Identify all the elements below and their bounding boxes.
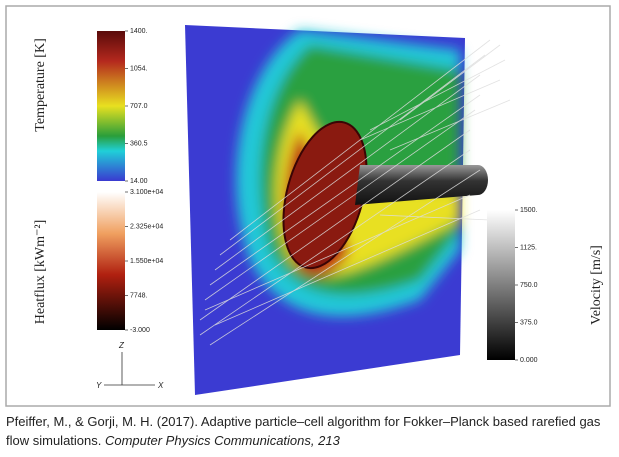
figure: Temperature [K] Heatflux [kWm⁻²] Velocit… — [5, 5, 611, 407]
simulation-view — [185, 25, 511, 395]
axis-label: Z — [118, 341, 125, 350]
colorbar-tick-label: 1125. — [520, 244, 537, 251]
colorbar-tick-label: 1400. — [130, 28, 148, 35]
colorbar-tick-label: 7748. — [130, 292, 148, 299]
caption-text: Pfeiffer, M., & Gorji, M. H. (2017). Ada… — [6, 414, 601, 448]
colorbar-tick-label: 1500. — [520, 207, 538, 214]
caption-journal: Computer Physics Communications, 213 — [104, 433, 340, 448]
axis-label: X — [157, 381, 164, 390]
velocity-colorbar — [487, 210, 515, 360]
axis-label: Y — [96, 381, 102, 390]
colorbar-label: Temperature [K] — [33, 38, 48, 131]
caption: Pfeiffer, M., & Gorji, M. H. (2017). Ada… — [6, 412, 606, 450]
heatflux-colorbar — [97, 192, 125, 330]
colorbar-label: Heatflux [kWm⁻²] — [33, 220, 48, 325]
colorbar-tick-label: 750.0 — [520, 282, 538, 289]
colorbar-tick-label: -3.000 — [130, 327, 150, 334]
axes-triad — [104, 352, 155, 386]
colorbar-label: Velocity [m/s] — [589, 245, 604, 325]
colorbar-tick-label: 360.5 — [130, 140, 148, 147]
colorbar-tick-label: 375.0 — [520, 319, 538, 326]
colorbar-tick-label: 1.550e+04 — [130, 258, 163, 265]
colorbar-tick-label: 707.0 — [130, 103, 148, 110]
colorbar-tick-label: 1054. — [130, 65, 148, 72]
colorbar-tick-label: 0.000 — [520, 357, 538, 364]
colorbar-tick-label: 2.325e+04 — [130, 223, 163, 230]
colorbar-tick-label: 14.00 — [130, 178, 148, 185]
temperature-colorbar — [97, 31, 125, 181]
colorbar-tick-label: 3.100e+04 — [130, 189, 163, 196]
